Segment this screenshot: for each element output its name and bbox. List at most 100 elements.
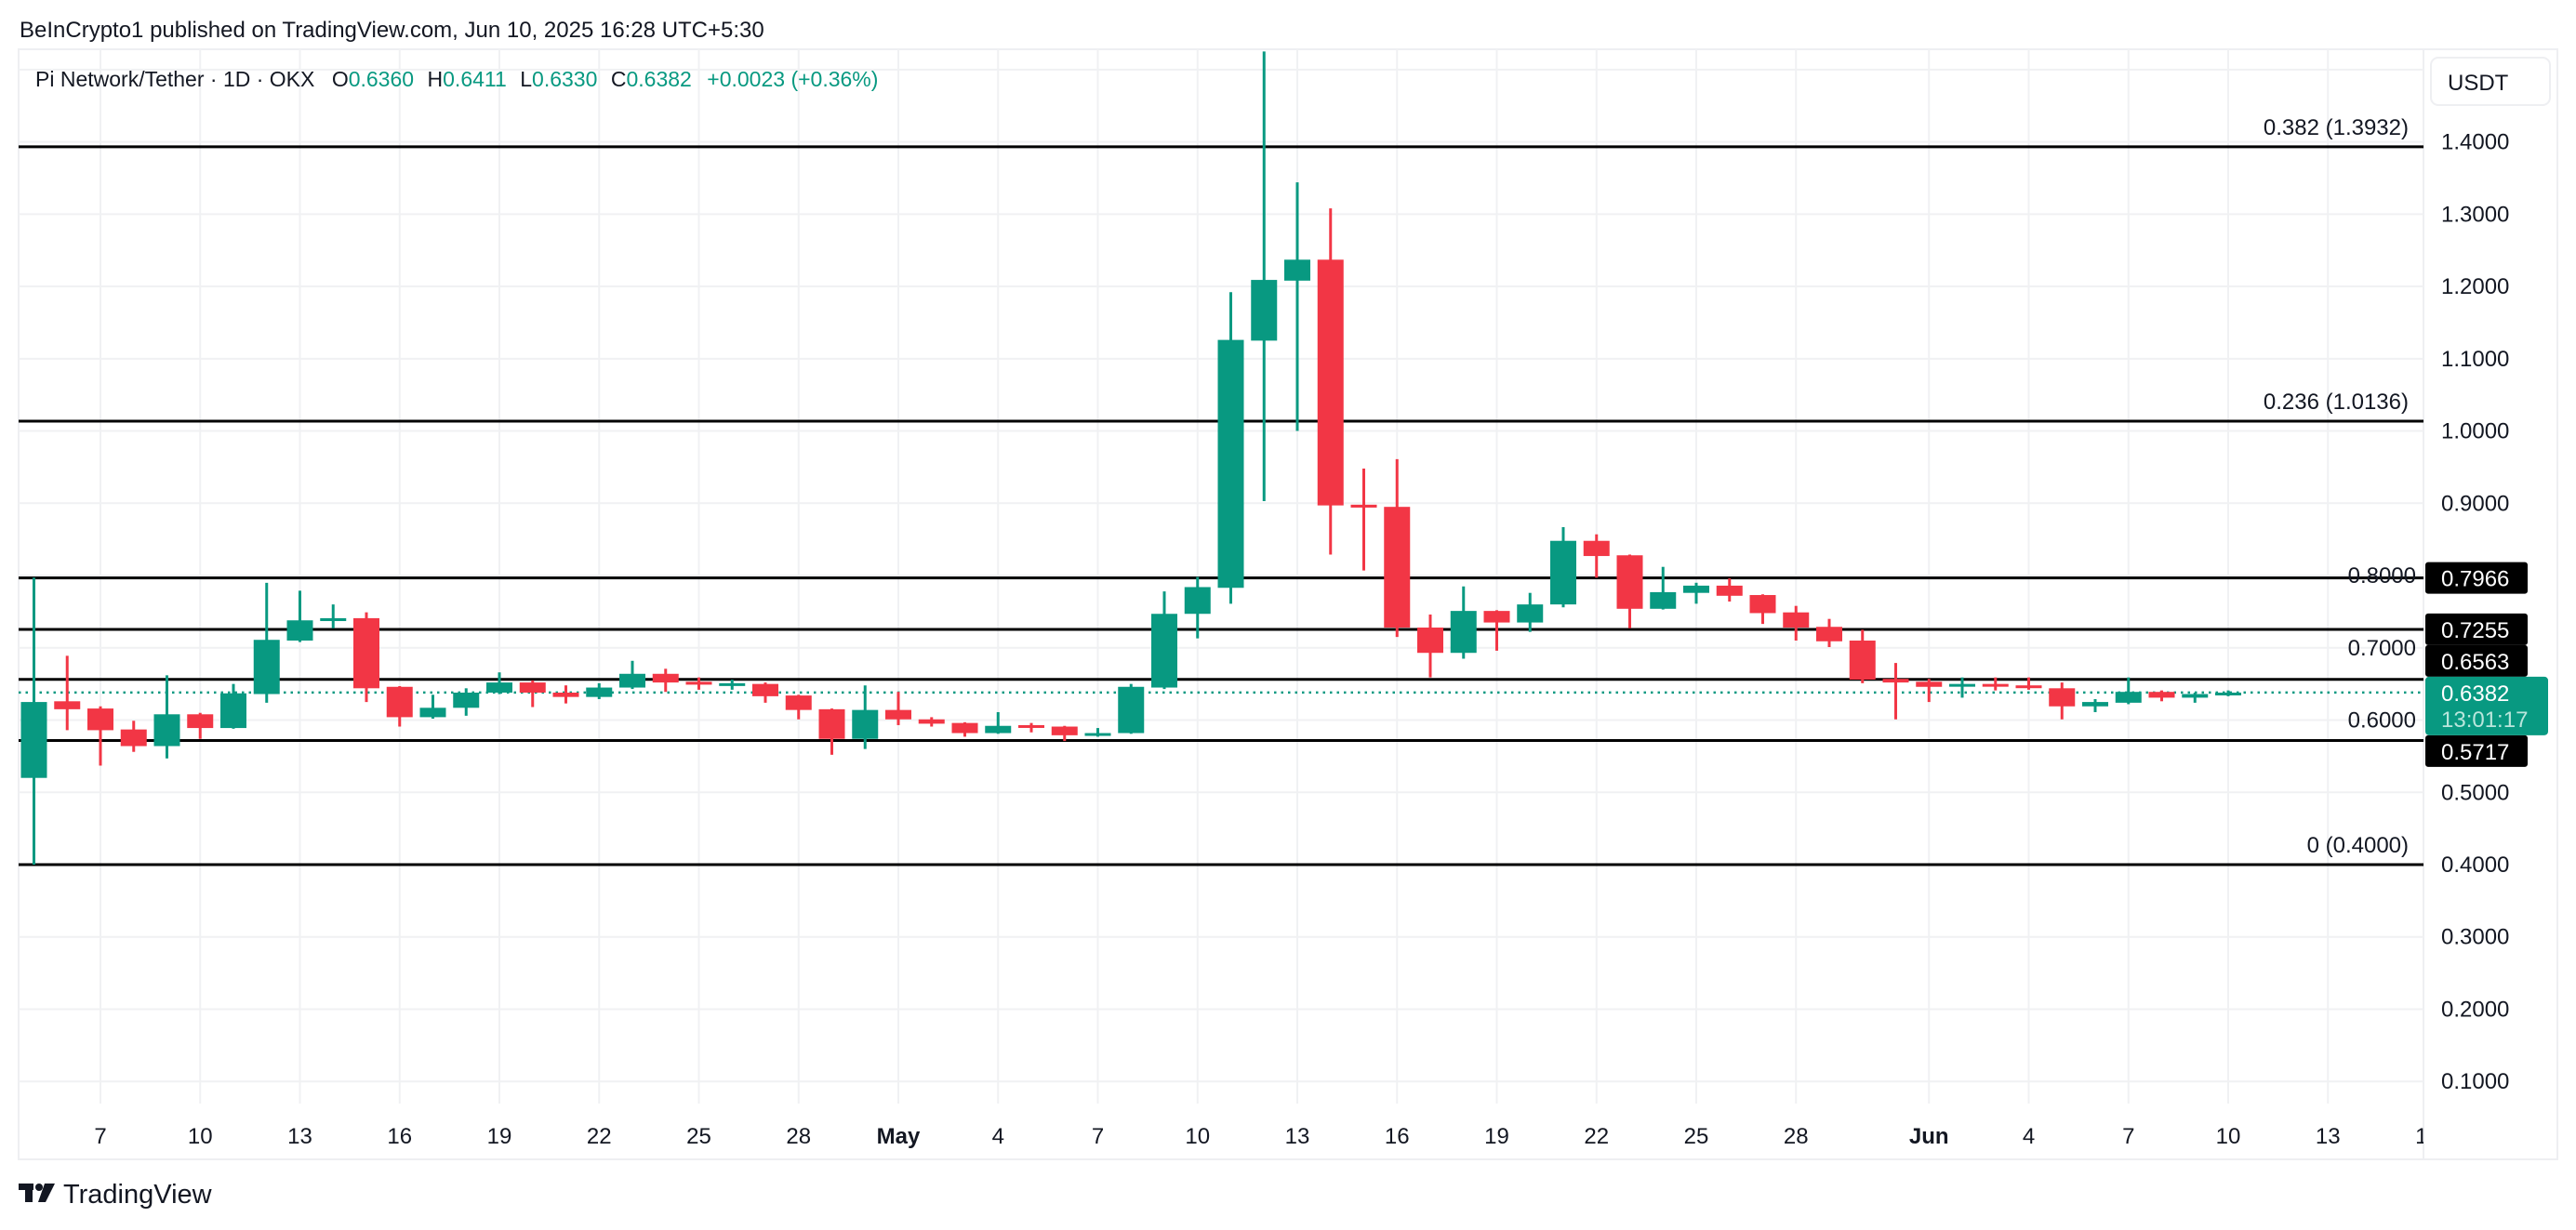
candle[interactable]	[1816, 618, 1842, 648]
candle[interactable]	[2215, 690, 2241, 696]
candle[interactable]	[1417, 615, 1443, 678]
candle[interactable]	[1849, 629, 1876, 683]
candle[interactable]	[1217, 292, 1244, 604]
candle[interactable]	[1749, 594, 1776, 625]
candle-body	[1450, 611, 1477, 654]
candle[interactable]	[1118, 683, 1145, 734]
candle[interactable]	[153, 675, 180, 759]
legend-close-label: C	[611, 67, 627, 91]
candle[interactable]	[885, 692, 911, 725]
candle[interactable]	[486, 672, 512, 694]
candle[interactable]	[2082, 698, 2108, 712]
candle[interactable]	[2148, 690, 2175, 702]
candle-body	[286, 620, 313, 641]
candle[interactable]	[1616, 554, 1643, 628]
fib-level-label: 0.382 (1.3932)	[2264, 115, 2409, 140]
tradingview-logo-icon	[19, 1184, 55, 1202]
candle-body	[652, 673, 679, 683]
candle[interactable]	[87, 706, 113, 766]
candle[interactable]	[54, 655, 81, 731]
price-axis[interactable]: 0.1000 0.2000 0.3000 0.4000 0.5000 0.6000 0.70…	[2348, 130, 2510, 1095]
price-tick-label: 0.4000	[2441, 853, 2509, 878]
candle[interactable]	[1251, 51, 1278, 501]
candle[interactable]	[1018, 722, 1044, 733]
candle-body	[1916, 681, 1943, 687]
candle[interactable]	[818, 708, 845, 755]
candle[interactable]	[552, 685, 579, 704]
candle[interactable]	[1550, 526, 1576, 608]
candle[interactable]	[1783, 605, 1810, 641]
candle[interactable]	[1284, 182, 1310, 431]
candle-body	[1517, 604, 1544, 623]
candle-body	[1184, 587, 1211, 615]
candle[interactable]	[2115, 677, 2142, 705]
candle[interactable]	[785, 694, 812, 720]
candle-body	[1816, 627, 1842, 641]
candle[interactable]	[719, 679, 746, 690]
candle[interactable]	[320, 604, 347, 628]
candle[interactable]	[253, 582, 280, 703]
candle[interactable]	[286, 590, 313, 642]
candle-body	[253, 640, 280, 694]
candle[interactable]	[918, 717, 945, 727]
legend-low-label: L	[520, 67, 532, 91]
time-tick-label: 13	[1285, 1124, 1310, 1149]
tradingview-logo[interactable]: TradingView	[19, 1180, 213, 1210]
candle[interactable]	[685, 677, 712, 690]
candle[interactable]	[1716, 578, 1743, 602]
candle[interactable]	[453, 688, 480, 716]
candle-body	[2049, 688, 2076, 707]
candle-body	[2115, 692, 2142, 703]
candle[interactable]	[419, 694, 446, 719]
candle[interactable]	[852, 685, 879, 749]
time-tick-label: 19	[1484, 1124, 1509, 1149]
candle[interactable]	[1483, 610, 1510, 651]
candle[interactable]	[1317, 208, 1344, 555]
candle[interactable]	[1949, 677, 1975, 698]
candle[interactable]	[1084, 728, 1111, 737]
candle[interactable]	[985, 711, 1012, 734]
candle[interactable]	[2015, 677, 2042, 690]
candle[interactable]	[1650, 566, 1677, 610]
candle[interactable]	[619, 660, 645, 690]
candle[interactable]	[586, 682, 613, 699]
candle[interactable]	[1450, 586, 1477, 659]
candle[interactable]	[652, 668, 679, 693]
price-tick-label: 1.3000	[2441, 202, 2509, 227]
candle-body	[1251, 280, 1278, 341]
candle[interactable]	[220, 683, 246, 729]
candle-body	[1783, 612, 1810, 628]
candle[interactable]	[1051, 725, 1078, 742]
time-tick-label: 10	[1185, 1124, 1210, 1149]
candle[interactable]	[1882, 663, 1909, 720]
candle[interactable]	[120, 721, 147, 752]
candle[interactable]	[1151, 591, 1177, 690]
candle[interactable]	[1916, 679, 1943, 703]
fib-level-label: 0.236 (1.0136)	[2264, 390, 2409, 415]
candle-body	[752, 683, 778, 696]
candle[interactable]	[20, 577, 47, 865]
candle[interactable]	[353, 612, 379, 703]
candle[interactable]	[1583, 534, 1610, 578]
candle-body	[2215, 692, 2241, 695]
candle[interactable]	[1683, 582, 1709, 604]
time-tick-label: 10	[188, 1124, 213, 1149]
candle[interactable]	[386, 685, 413, 727]
candle[interactable]	[951, 721, 978, 737]
candle[interactable]	[519, 680, 546, 708]
candle[interactable]	[752, 682, 778, 703]
candle[interactable]	[1184, 576, 1211, 639]
candle[interactable]	[1517, 592, 1544, 632]
candle[interactable]	[2049, 682, 2076, 720]
candle[interactable]	[187, 712, 214, 739]
candle[interactable]	[1982, 677, 2009, 691]
candle[interactable]	[2182, 692, 2209, 703]
currency-button[interactable]: USDT	[2430, 57, 2551, 106]
candle[interactable]	[1384, 458, 1411, 638]
candle[interactable]	[1350, 468, 1377, 571]
legend-symbol: Pi Network/Tether · 1D · OKX	[35, 67, 314, 91]
candle-body	[1749, 595, 1776, 614]
time-axis[interactable]: 7 10 13 16 19 22 25 28 May 4 7 10 13 16 19 22 25 28 Jun 4 7 1…	[94, 1124, 2440, 1149]
price-tick-label: 0.5000	[2441, 780, 2509, 805]
